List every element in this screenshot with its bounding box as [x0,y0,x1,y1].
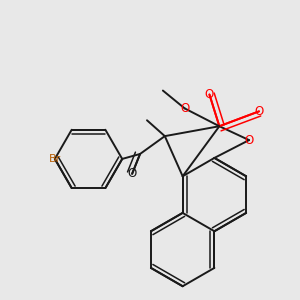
Text: O: O [254,105,264,118]
Text: Br: Br [49,154,61,164]
Text: O: O [205,88,214,101]
Text: O: O [244,134,254,147]
Text: O: O [128,167,137,180]
Text: O: O [180,102,189,115]
